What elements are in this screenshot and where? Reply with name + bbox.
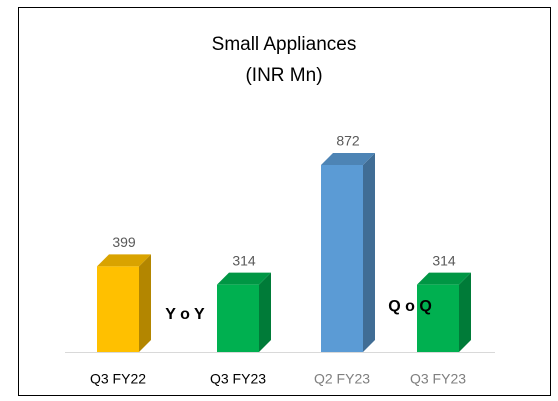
bar-side	[259, 272, 271, 352]
x-tick-label: Q3 FY22	[90, 371, 146, 387]
bar-side	[363, 153, 375, 352]
bar	[217, 284, 259, 352]
x-tick-label: Q3 FY23	[410, 371, 466, 387]
value-label: 399	[112, 234, 136, 250]
x-tick-label: Q2 FY23	[314, 371, 370, 387]
annotation: Y o Y	[165, 306, 205, 323]
value-label: 872	[336, 133, 360, 149]
bar-side	[139, 254, 151, 352]
bar-side	[459, 272, 471, 352]
value-label: 314	[432, 252, 456, 268]
bar	[417, 284, 459, 352]
bar-top	[97, 254, 151, 267]
bar	[97, 266, 139, 352]
chart-title: Small Appliances	[212, 34, 357, 55]
chart-subtitle: (INR Mn)	[245, 65, 322, 86]
bar-top	[321, 153, 375, 165]
value-label: 314	[232, 252, 256, 268]
bar-top	[417, 272, 471, 285]
bar-top	[217, 272, 271, 285]
x-tick-label: Q3 FY23	[210, 371, 266, 387]
annotation: Q o Q	[388, 298, 432, 315]
bar	[321, 165, 363, 352]
